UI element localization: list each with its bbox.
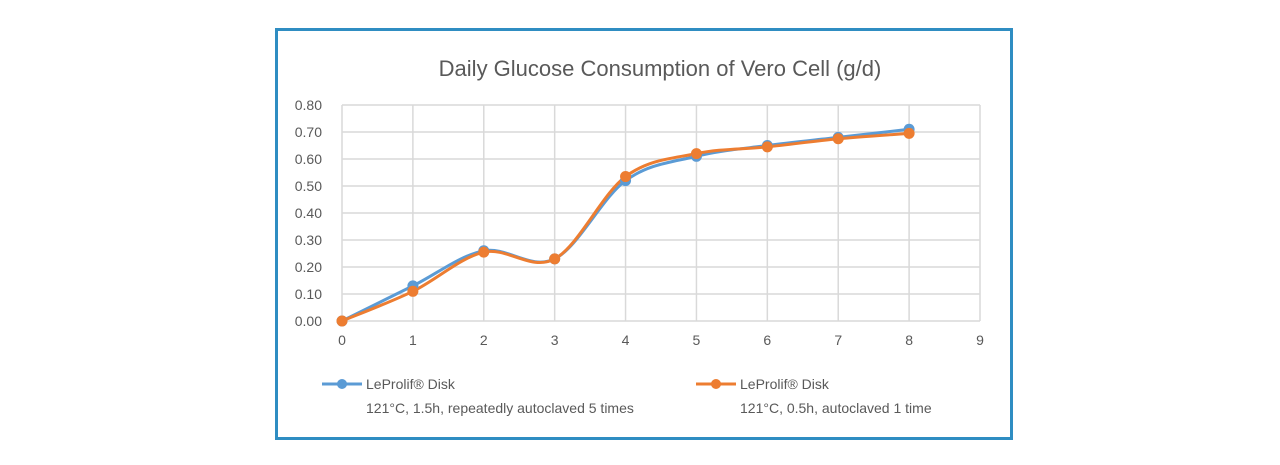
legend-marker-series-1: [337, 379, 347, 389]
x-tick-label: 0: [338, 332, 346, 348]
x-tick-label: 8: [905, 332, 913, 348]
y-tick-label: 0.70: [295, 124, 322, 140]
chart-frame: [275, 28, 1013, 440]
legend-marker-series-2: [711, 379, 721, 389]
legend-label-series-1: LeProlif® Disk: [366, 376, 456, 392]
series-line-2: [341, 131, 910, 323]
data-point-series-2: [903, 127, 915, 139]
axis-ticks: 0.00 0.10 0.20 0.30 0.40 0.50 0.60 0.70 0.80 0 1 2 3…: [295, 97, 984, 348]
x-tick-label: 9: [976, 332, 984, 348]
data-point-series-2: [761, 141, 773, 153]
y-tick-label: 0.60: [295, 151, 322, 167]
chart-title: Daily Glucose Consumption of Vero Cell (…: [439, 56, 882, 81]
y-tick-label: 0.30: [295, 232, 322, 248]
series-lines: [336, 123, 915, 327]
x-tick-label: 1: [409, 332, 417, 348]
legend-label-series-2: LeProlif® Disk: [740, 376, 830, 392]
x-tick-label: 2: [480, 332, 488, 348]
legend-subtitle-series-1: 121°C, 1.5h, repeatedly autoclaved 5 tim…: [366, 400, 634, 416]
y-tick-label: 0.10: [295, 286, 322, 302]
data-point-series-2: [620, 171, 632, 183]
data-point-series-2: [549, 253, 561, 265]
data-point-series-2: [336, 315, 348, 327]
y-tick-label: 0.20: [295, 259, 322, 275]
x-tick-label: 5: [693, 332, 701, 348]
x-tick-label: 3: [551, 332, 559, 348]
y-tick-label: 0.40: [295, 205, 322, 221]
data-point-series-2: [478, 246, 490, 258]
y-tick-label: 0.50: [295, 178, 322, 194]
data-point-series-2: [407, 285, 419, 297]
y-tick-label: 0.00: [295, 313, 322, 329]
legend: LeProlif® Disk 121°C, 1.5h, repeatedly a…: [322, 376, 932, 416]
x-tick-label: 6: [763, 332, 771, 348]
data-point-series-2: [690, 148, 702, 160]
x-tick-label: 4: [622, 332, 630, 348]
grid: [341, 104, 981, 322]
data-point-series-2: [832, 133, 844, 145]
legend-subtitle-series-2: 121°C, 0.5h, autoclaved 1 time: [740, 400, 932, 416]
y-tick-label: 0.80: [295, 97, 322, 113]
x-tick-label: 7: [834, 332, 842, 348]
